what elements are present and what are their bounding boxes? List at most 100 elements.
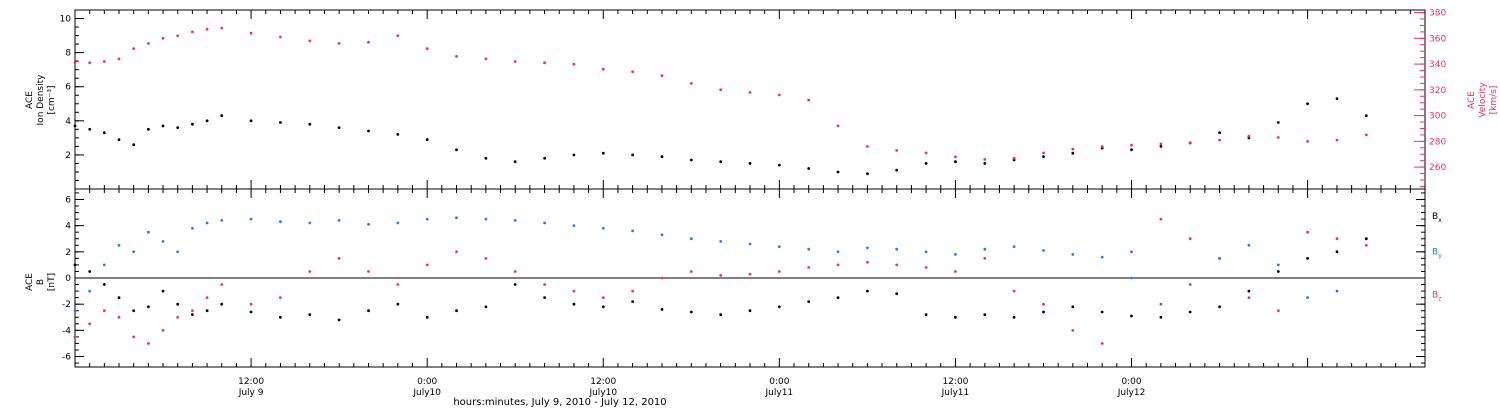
- by-point: [836, 250, 840, 254]
- bz-point: [1335, 237, 1339, 241]
- ion-density-point: [660, 155, 664, 159]
- bx-point: [572, 302, 576, 306]
- by-point: [807, 247, 811, 251]
- by-point: [777, 245, 781, 249]
- by-point: [954, 253, 957, 256]
- ion-density-point: [1335, 97, 1339, 100]
- ion-density-point: [1130, 148, 1133, 152]
- bx-point: [1188, 310, 1192, 314]
- by-point: [73, 309, 77, 313]
- x-tick-date: July11: [765, 388, 794, 398]
- bx-point: [337, 318, 341, 322]
- ion-density-point: [1276, 121, 1280, 124]
- bz-point: [367, 270, 370, 273]
- by-point: [205, 221, 209, 225]
- bx-point: [176, 302, 180, 306]
- x-tick-label: 0:00: [1121, 377, 1141, 387]
- x-tick-label: 12:00: [238, 377, 264, 387]
- bz-point: [1071, 329, 1075, 332]
- bottom-left-axis-title-line2: B: [36, 279, 46, 285]
- bx-point: [601, 305, 605, 309]
- velocity-point: [660, 74, 664, 78]
- b-component-legend: Bx By Bz: [1432, 212, 1442, 303]
- velocity-point: [631, 70, 634, 74]
- bz-point: [88, 322, 92, 326]
- velocity-point: [748, 91, 752, 94]
- bz-point: [337, 257, 341, 260]
- by-point: [513, 219, 517, 222]
- bz-point: [689, 270, 693, 273]
- bz-point: [719, 274, 723, 277]
- velocity-point: [1335, 138, 1339, 142]
- tick-label: 380: [1429, 9, 1446, 19]
- tick-label: -2: [62, 300, 71, 310]
- by-point: [367, 222, 370, 226]
- by-point: [425, 217, 429, 221]
- ion-density-point: [455, 148, 458, 152]
- by-point: [866, 246, 869, 250]
- bx-point: [1100, 310, 1104, 314]
- ion-density-point: [308, 122, 312, 126]
- top-right-axis-title-line2: Velocity: [1478, 82, 1488, 118]
- velocity-point: [924, 151, 928, 155]
- bz-point: [1276, 309, 1280, 313]
- x-tick-label: 0:00: [417, 377, 437, 387]
- by-point: [1218, 257, 1221, 260]
- top-right-axis-title-line3: [km/s]: [1489, 86, 1499, 115]
- x-tick-label: 0:00: [769, 377, 789, 387]
- bx-point: [102, 283, 106, 286]
- bx-point: [1012, 315, 1016, 319]
- top-left-axis-title-line1: ACE: [25, 91, 35, 109]
- velocity-point: [205, 27, 209, 31]
- bx-point: [455, 309, 458, 313]
- bz-point: [308, 270, 312, 273]
- bz-point: [983, 257, 987, 260]
- ion-density-point: [147, 127, 150, 131]
- bx-point: [836, 296, 840, 299]
- bz-point: [249, 302, 253, 306]
- top-plot-marks: [73, 26, 1368, 176]
- bz-point: [1188, 237, 1192, 241]
- by-point: [924, 250, 928, 254]
- top-left-axis-ticks: 2 4 6 8 10: [60, 9, 84, 181]
- bx-point: [689, 310, 693, 314]
- bz-point: [748, 272, 752, 276]
- top-left-axis-title-line2: Ion Density: [36, 74, 46, 126]
- bz-point: [924, 266, 928, 269]
- ion-density-point: [396, 133, 400, 136]
- ion-density-point: [73, 124, 77, 128]
- by-point: [895, 247, 899, 251]
- velocity-point: [425, 47, 429, 50]
- x-tick-date: July10: [588, 388, 617, 398]
- ion-density-point: [279, 121, 282, 124]
- tick-label: -6: [62, 353, 71, 363]
- by-point: [1335, 289, 1339, 293]
- tick-label: 4: [65, 222, 71, 232]
- bx-point: [220, 302, 224, 306]
- velocity-point: [1188, 141, 1192, 145]
- x-tick-date: July10: [412, 388, 441, 398]
- velocity-point: [1159, 142, 1163, 146]
- by-point: [572, 224, 576, 228]
- bx-point: [367, 309, 370, 313]
- bz-point: [191, 309, 194, 313]
- bx-point: [73, 263, 77, 267]
- ion-density-point: [161, 124, 165, 128]
- bz-point: [601, 296, 605, 299]
- ion-density-point: [191, 122, 194, 126]
- bx-point: [161, 289, 165, 293]
- x-tick-date: July11: [941, 388, 970, 398]
- bottom-left-axis-title-line3: [nT]: [47, 273, 57, 291]
- tick-label: 300: [1429, 112, 1446, 122]
- velocity-point: [1071, 147, 1075, 151]
- by-point: [161, 240, 165, 243]
- bz-point: [631, 289, 634, 293]
- velocity-point: [455, 55, 458, 58]
- tick-label: -4: [62, 326, 71, 336]
- velocity-point: [147, 42, 150, 45]
- top-right-axis-title-line1: ACE: [1467, 91, 1477, 109]
- velocity-point: [396, 34, 400, 38]
- legend-subscript: z: [1438, 296, 1441, 303]
- bz-point: [425, 263, 429, 267]
